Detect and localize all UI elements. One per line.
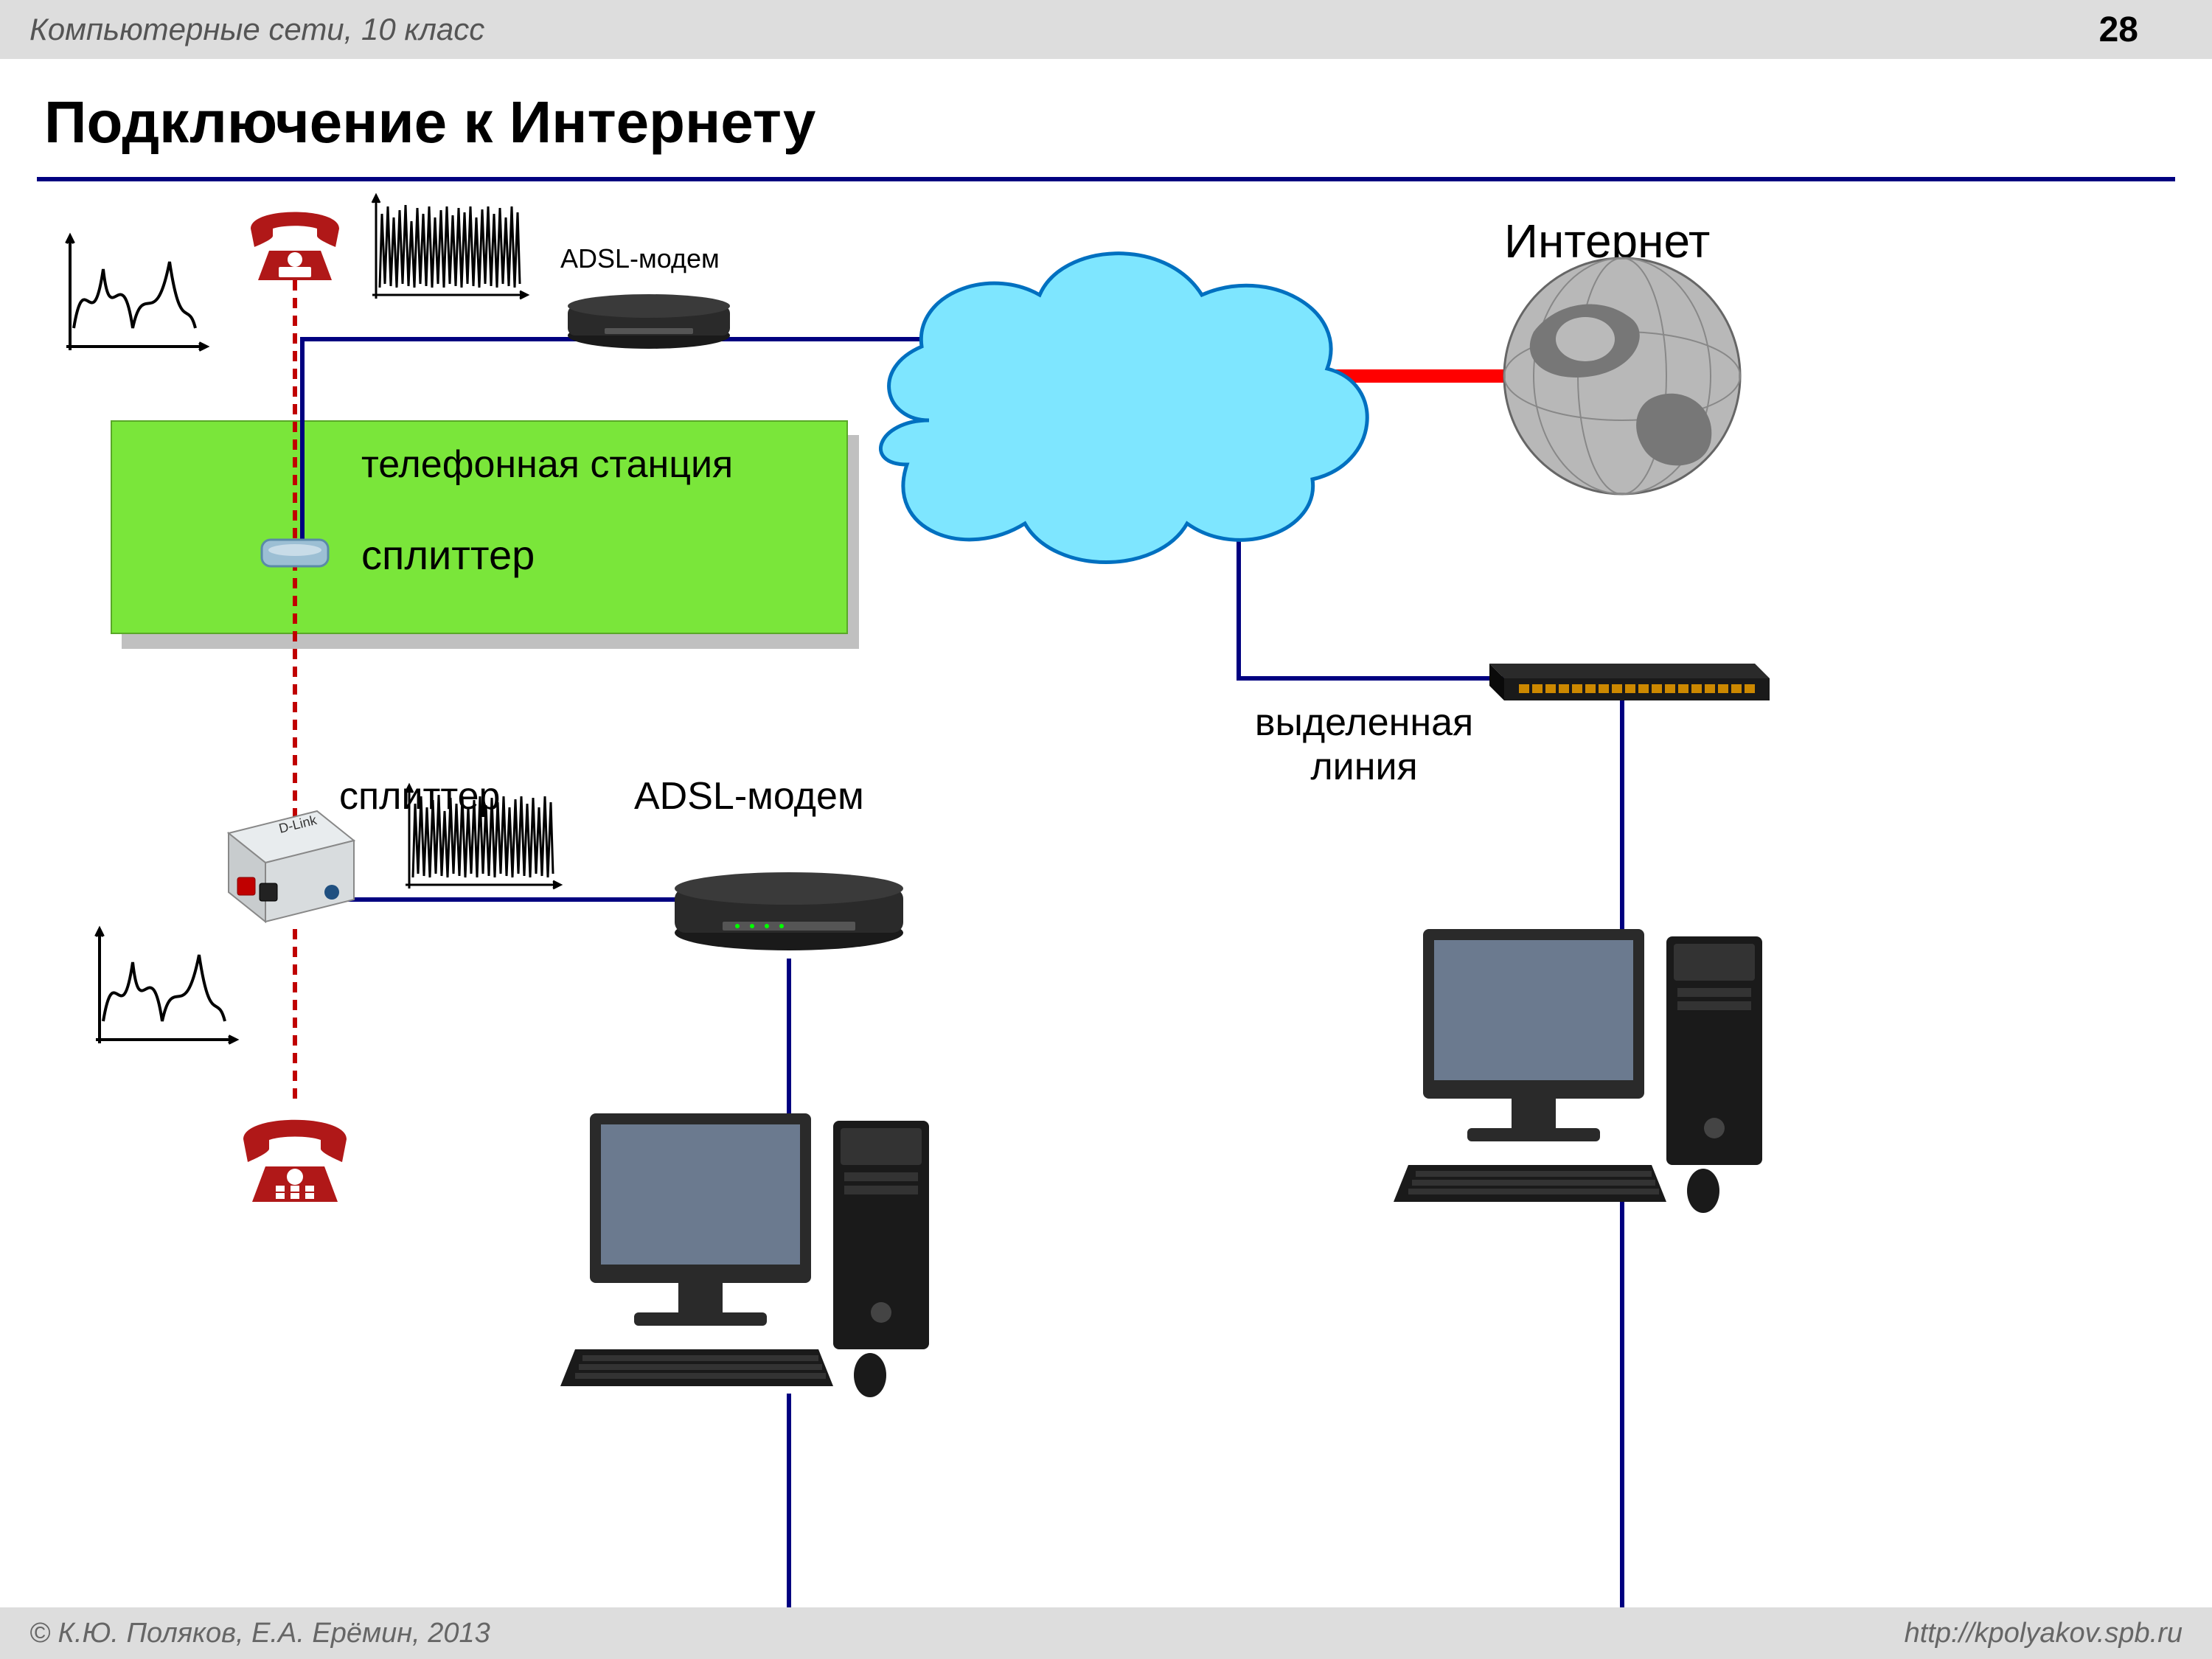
diagram-svg: D-Link bbox=[0, 184, 2212, 1607]
signal-dense-bottom-icon bbox=[406, 785, 560, 888]
footer-url: http://kpolyakov.spb.ru bbox=[1905, 1618, 2183, 1649]
adsl-modem-top-icon bbox=[568, 294, 730, 349]
header-subject: Компьютерные сети, 10 класс bbox=[29, 12, 484, 47]
splitter-small-icon bbox=[262, 540, 328, 566]
cloud-icon bbox=[880, 254, 1367, 563]
phone-top-icon bbox=[251, 212, 339, 281]
phone-bottom-icon bbox=[243, 1120, 347, 1202]
globe-icon bbox=[1504, 258, 1740, 494]
switch-icon bbox=[1489, 664, 1770, 700]
diagram-canvas: телефонная станция сплиттер ADSL-модем с… bbox=[0, 184, 2212, 1607]
header-bar: Компьютерные сети, 10 класс 28 bbox=[0, 0, 2212, 59]
signal-sparse-bottom-icon bbox=[96, 929, 236, 1043]
computer-left-icon bbox=[560, 1113, 929, 1397]
footer-copyright: © К.Ю. Поляков, Е.А. Ерёмин, 2013 bbox=[29, 1618, 490, 1649]
splitter-device-icon: D-Link bbox=[229, 811, 354, 922]
computer-right-icon bbox=[1394, 929, 1762, 1213]
slide-title: Подключение к Интернету bbox=[44, 88, 815, 156]
footer-bar: © К.Ю. Поляков, Е.А. Ерёмин, 2013 http:/… bbox=[0, 1607, 2212, 1659]
page-number: 28 bbox=[2099, 10, 2138, 50]
signal-sparse-top-icon bbox=[66, 236, 206, 350]
signal-dense-top-icon bbox=[372, 195, 527, 299]
title-underline bbox=[37, 177, 2175, 181]
adsl-modem-bottom-icon bbox=[675, 872, 903, 950]
